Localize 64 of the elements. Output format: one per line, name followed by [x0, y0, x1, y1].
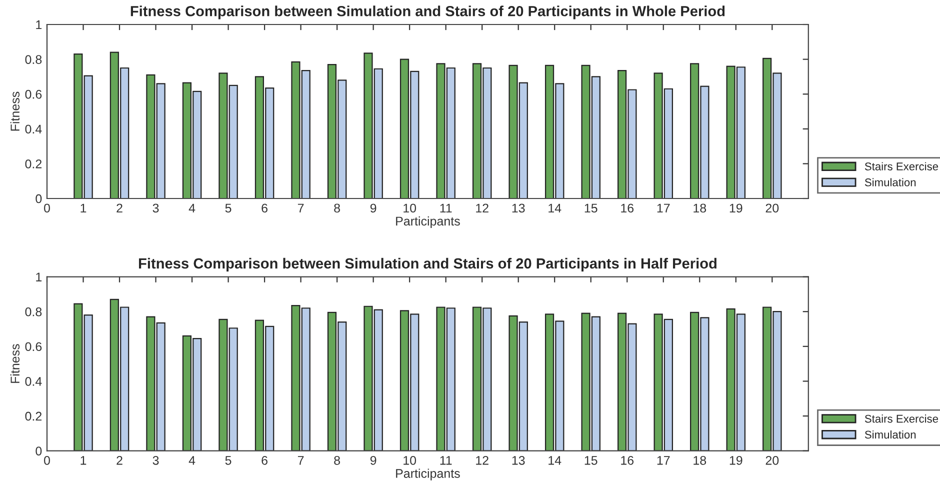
- x-tick-label: 16: [621, 204, 634, 213]
- y-tick-label: 0.8: [25, 55, 42, 64]
- x-tick-label: 11: [440, 456, 452, 465]
- y-tick-label: 0.2: [25, 412, 42, 421]
- legend-label: Stairs Exercise: [864, 162, 938, 170]
- y-tick-label: 0.2: [25, 160, 42, 168]
- x-tick-label: 10: [404, 456, 416, 465]
- x-tick-label: 12: [476, 204, 488, 212]
- x-tick-label: 17: [657, 204, 670, 212]
- y-tick-label: 0.6: [25, 90, 42, 99]
- x-tick-label: 6: [262, 204, 268, 213]
- x-tick-label: 12: [476, 456, 488, 465]
- x-axis-title: Participants: [396, 216, 460, 228]
- x-tick-label: 5: [225, 456, 232, 465]
- x-tick-label: 18: [694, 456, 706, 465]
- x-tick-label: 13: [512, 456, 525, 465]
- legend-label: Simulation: [864, 430, 916, 439]
- x-tick-label: 3: [152, 204, 159, 213]
- x-tick-label: 15: [584, 204, 598, 213]
- y-tick-label: 0: [36, 446, 42, 456]
- x-tick-label: 1: [80, 204, 86, 212]
- y-tick-label: 0: [36, 194, 42, 204]
- y-axis-title: Fitness: [10, 92, 20, 131]
- x-tick-label: 13: [512, 204, 525, 213]
- y-axis-title: Fitness: [10, 344, 20, 383]
- x-tick-label: 10: [404, 204, 416, 213]
- y-tick-label: 0.4: [25, 377, 42, 386]
- x-tick-label: 1: [80, 456, 86, 465]
- y-tick-label: 0.8: [25, 307, 42, 316]
- legend-label: Simulation: [864, 178, 916, 186]
- x-tick-label: 20: [766, 456, 779, 465]
- y-tick-label: 1: [36, 20, 42, 30]
- legend-label: Stairs Exercise: [864, 414, 938, 423]
- x-tick-label: 19: [730, 204, 742, 213]
- x-tick-label: 4: [188, 204, 196, 212]
- x-tick-label: 20: [766, 204, 779, 213]
- x-tick-label: 2: [116, 456, 122, 465]
- x-tick-label: 9: [370, 204, 376, 213]
- x-tick-label: 0: [44, 456, 50, 465]
- x-tick-label: 4: [188, 456, 196, 465]
- y-tick-label: 0.4: [25, 124, 42, 134]
- chart-title: Fitness Comparison between Simulation and Stairs of 20 Participants in Whole Period: [130, 6, 725, 20]
- x-tick-label: 19: [730, 456, 742, 465]
- x-tick-label: 8: [334, 456, 340, 465]
- x-tick-label: 0: [44, 204, 50, 213]
- x-tick-label: 18: [694, 204, 706, 213]
- x-tick-label: 16: [621, 456, 634, 465]
- x-tick-label: 14: [548, 456, 562, 465]
- x-tick-label: 2: [116, 204, 122, 212]
- chart-title: Fitness Comparison between Simulation and Stairs of 20 Participants in Half Period: [138, 258, 716, 272]
- x-tick-label: 3: [152, 456, 159, 465]
- x-tick-label: 6: [262, 456, 268, 465]
- x-tick-label: 17: [657, 456, 670, 465]
- x-tick-label: 8: [334, 204, 340, 213]
- x-tick-label: 9: [370, 456, 376, 465]
- x-axis-title: Participants: [396, 468, 460, 480]
- y-tick-label: 1: [36, 272, 42, 282]
- x-tick-label: 14: [548, 204, 562, 212]
- x-tick-label: 7: [298, 456, 304, 465]
- x-tick-label: 7: [298, 204, 304, 212]
- y-tick-label: 0.6: [25, 342, 42, 352]
- x-tick-label: 15: [584, 456, 598, 465]
- x-tick-label: 5: [225, 204, 232, 213]
- x-tick-label: 11: [440, 204, 452, 212]
